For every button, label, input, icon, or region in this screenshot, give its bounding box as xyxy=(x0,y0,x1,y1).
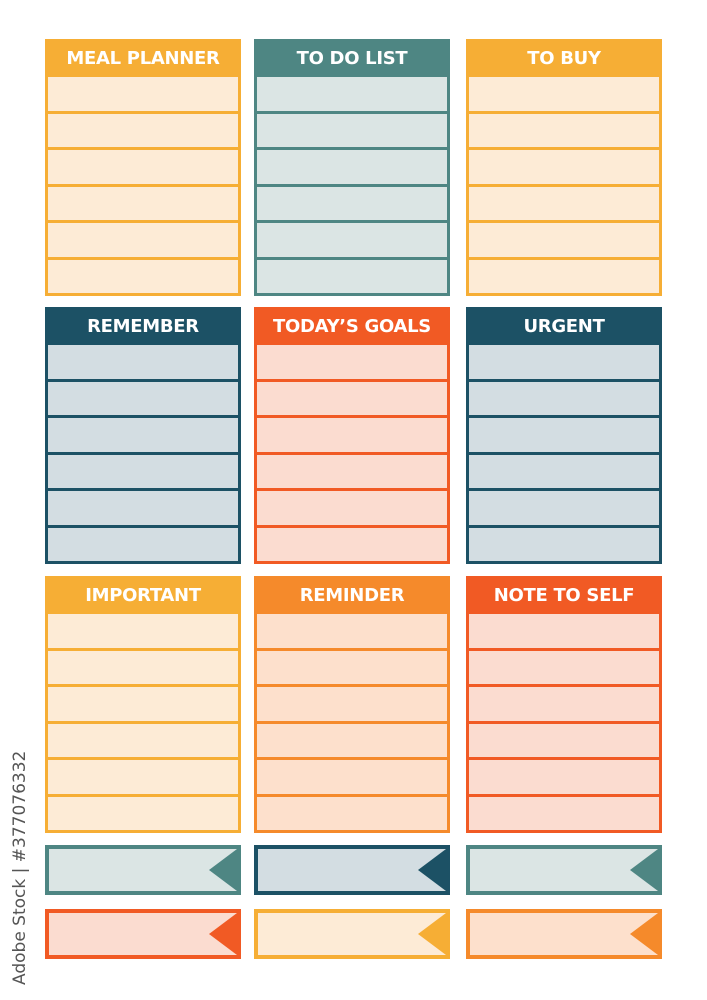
card-line[interactable] xyxy=(48,527,238,561)
card-line[interactable] xyxy=(48,259,238,293)
ribbon-notch-icon xyxy=(630,913,658,955)
card-line[interactable] xyxy=(469,527,659,561)
card-line[interactable] xyxy=(469,687,659,721)
card-line[interactable] xyxy=(257,614,447,648)
card-title: TO BUY xyxy=(527,47,601,69)
card-line[interactable] xyxy=(257,723,447,757)
ribbon-banner[interactable] xyxy=(254,909,450,959)
ribbon-banner[interactable] xyxy=(466,909,662,959)
card-line[interactable] xyxy=(469,723,659,757)
ribbon-banner[interactable] xyxy=(466,845,662,895)
planner-card: REMEMBER xyxy=(45,307,241,564)
card-line[interactable] xyxy=(257,150,447,184)
card-line[interactable] xyxy=(257,345,447,379)
card-title: NOTE TO SELF xyxy=(493,584,635,606)
card-line[interactable] xyxy=(469,491,659,525)
card-line[interactable] xyxy=(48,650,238,684)
planner-card: URGENT xyxy=(466,307,662,564)
card-line[interactable] xyxy=(48,345,238,379)
card-line[interactable] xyxy=(257,687,447,721)
planner-card: IMPORTANT xyxy=(45,576,241,833)
card-line[interactable] xyxy=(257,491,447,525)
card-line[interactable] xyxy=(257,113,447,147)
card-line[interactable] xyxy=(48,186,238,220)
card-line[interactable] xyxy=(257,650,447,684)
card-line[interactable] xyxy=(48,687,238,721)
ribbon-notch-icon xyxy=(209,849,237,891)
card-title: REMINDER xyxy=(299,584,405,606)
ribbon-notch-icon xyxy=(630,849,658,891)
card-title: MEAL PLANNER xyxy=(66,47,220,69)
card-line[interactable] xyxy=(48,614,238,648)
card-line[interactable] xyxy=(469,259,659,293)
card-line[interactable] xyxy=(469,418,659,452)
card-line[interactable] xyxy=(48,760,238,794)
card-line[interactable] xyxy=(257,186,447,220)
card-line[interactable] xyxy=(469,650,659,684)
card-line[interactable] xyxy=(469,186,659,220)
card-line[interactable] xyxy=(48,381,238,415)
planner-card: TO BUY xyxy=(466,39,662,296)
card-line[interactable] xyxy=(469,113,659,147)
card-title: URGENT xyxy=(523,315,605,337)
planner-card: NOTE TO SELF xyxy=(466,576,662,833)
card-line[interactable] xyxy=(469,614,659,648)
card-line[interactable] xyxy=(257,527,447,561)
card-line[interactable] xyxy=(257,259,447,293)
ribbon-banner[interactable] xyxy=(45,909,241,959)
card-line[interactable] xyxy=(257,454,447,488)
planner-card: TODAY’S GOALS xyxy=(254,307,450,564)
card-line[interactable] xyxy=(257,223,447,257)
card-title: REMEMBER xyxy=(87,315,199,337)
card-line[interactable] xyxy=(48,113,238,147)
card-line[interactable] xyxy=(48,223,238,257)
card-line[interactable] xyxy=(469,796,659,830)
card-line[interactable] xyxy=(48,491,238,525)
ribbon-notch-icon xyxy=(418,849,446,891)
card-title: TO DO LIST xyxy=(296,47,408,69)
planner-card: MEAL PLANNER xyxy=(45,39,241,296)
card-line[interactable] xyxy=(469,454,659,488)
card-line[interactable] xyxy=(469,381,659,415)
ribbon-notch-icon xyxy=(418,913,446,955)
card-line[interactable] xyxy=(469,345,659,379)
card-line[interactable] xyxy=(48,454,238,488)
card-line[interactable] xyxy=(257,77,447,111)
card-line[interactable] xyxy=(48,77,238,111)
card-line[interactable] xyxy=(48,723,238,757)
planner-card: TO DO LIST xyxy=(254,39,450,296)
card-line[interactable] xyxy=(257,381,447,415)
card-line[interactable] xyxy=(469,77,659,111)
ribbon-banner[interactable] xyxy=(254,845,450,895)
watermark: Adobe Stock | #377076332 xyxy=(10,750,30,985)
card-line[interactable] xyxy=(257,796,447,830)
card-line[interactable] xyxy=(257,760,447,794)
card-line[interactable] xyxy=(469,760,659,794)
card-line[interactable] xyxy=(48,796,238,830)
card-line[interactable] xyxy=(469,150,659,184)
card-title: IMPORTANT xyxy=(85,584,201,606)
planner-card: REMINDER xyxy=(254,576,450,833)
card-title: TODAY’S GOALS xyxy=(273,315,431,337)
card-line[interactable] xyxy=(48,150,238,184)
ribbon-banner[interactable] xyxy=(45,845,241,895)
card-line[interactable] xyxy=(257,418,447,452)
ribbon-notch-icon xyxy=(209,913,237,955)
card-line[interactable] xyxy=(469,223,659,257)
card-line[interactable] xyxy=(48,418,238,452)
